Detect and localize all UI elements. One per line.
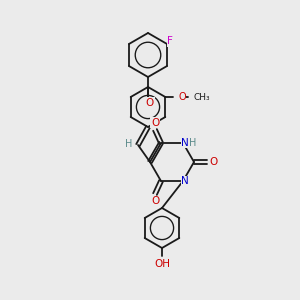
- Text: O: O: [151, 196, 159, 206]
- Text: F: F: [167, 36, 173, 46]
- Text: N: N: [181, 176, 189, 186]
- Text: O: O: [146, 98, 154, 108]
- Text: CH₃: CH₃: [193, 92, 210, 101]
- Text: N: N: [181, 138, 189, 148]
- Text: OH: OH: [154, 259, 170, 269]
- Text: O: O: [178, 92, 186, 102]
- Text: O: O: [210, 157, 218, 167]
- Text: H: H: [189, 138, 197, 148]
- Text: O: O: [151, 118, 159, 128]
- Text: H: H: [125, 139, 133, 149]
